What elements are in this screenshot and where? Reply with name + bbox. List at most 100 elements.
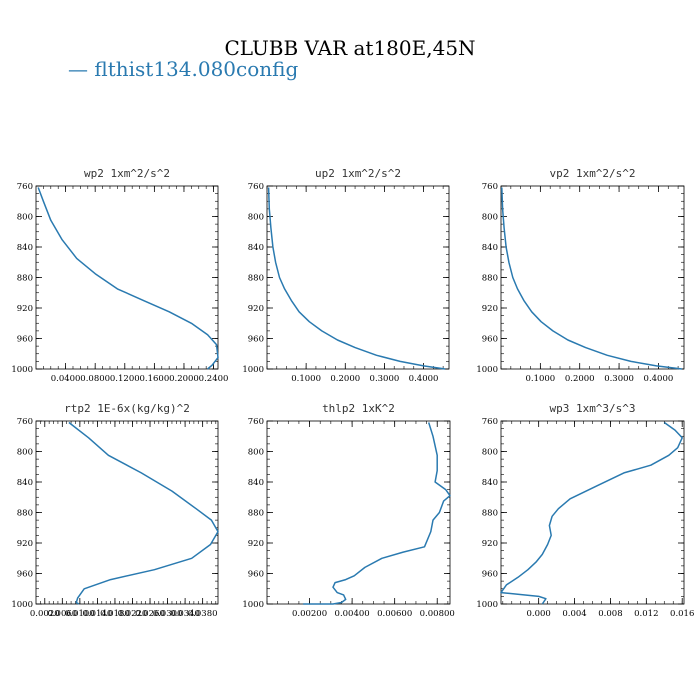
y-tick-label: 960 [248,335,264,345]
y-tick-label: 920 [482,304,498,314]
y-tick-label: 920 [248,539,264,549]
x-tick-label: 0.008 [598,609,622,619]
y-tick-label: 880 [248,509,264,519]
y-tick-label: 800 [248,213,264,223]
panel-title: thlp2 1xK^2 [322,402,395,415]
y-tick-label: 760 [248,417,264,427]
x-tick-label: 0.00600 [377,609,412,619]
y-tick-label: 1000 [242,600,264,610]
y-tick-label: 880 [248,274,264,284]
x-tick-label: 0.0260 [135,609,165,619]
y-tick-label: 760 [17,417,33,427]
x-tick-label: 0.0220 [118,609,148,619]
legend-entry: — flthist134.080config [68,57,298,81]
y-tick-label: 1000 [11,600,33,610]
y-tick-label: 880 [482,509,498,519]
x-tick-label: 0.00200 [292,609,327,619]
plot-frame [35,185,219,370]
panel-6: wp3 1xm^3/s^3 760 800 840 880 920 960 1000 0.000… [476,402,694,619]
x-tick-label: 0.0100 [65,609,95,619]
y-tick-label: 800 [482,448,498,458]
x-tick-label: 0.1000 [291,374,321,384]
x-tick-label: 0.4000 [644,374,674,384]
x-tick-label: 0.004 [562,609,586,619]
panel-title: wp2 1xm^2/s^2 [84,167,170,180]
x-tick-label: 0.0180 [100,609,130,619]
panel-2: up2 1xm^2/s^2 760 800 840 880 920 960 1000 0.100… [242,167,450,384]
plot-frame [266,420,451,605]
y-tick-label: 1000 [242,365,264,375]
x-tick-label: 0.2000 [330,374,360,384]
x-tick-label: 0.0380 [188,609,218,619]
x-tick-label: 0.1600 [139,374,169,384]
plot-frame [266,185,450,370]
y-tick-label: 760 [482,417,498,427]
x-tick-label: 0.2000 [169,374,199,384]
figure-title: CLUBB VAR at180E,45N [224,36,476,60]
panel-5: thlp2 1xK^2 760 800 840 880 920 960 1000 0.00200… [242,402,454,619]
y-tick-label: 760 [17,182,33,192]
y-tick-label: 1000 [476,600,498,610]
y-tick-label: 880 [17,509,33,519]
y-tick-label: 920 [17,539,33,549]
x-tick-label: 0.2000 [565,374,595,384]
y-tick-label: 800 [17,448,33,458]
panel-title: up2 1xm^2/s^2 [315,167,401,180]
series-line [68,421,219,605]
plot-frame [500,420,685,605]
y-tick-label: 920 [17,304,33,314]
y-tick-label: 960 [482,335,498,345]
series-line [500,421,683,605]
y-tick-label: 960 [17,570,33,580]
x-tick-label: 0.016 [670,609,694,619]
y-tick-label: 840 [482,478,498,488]
y-tick-label: 1000 [476,365,498,375]
series-line [501,187,683,370]
series-line [37,187,219,370]
y-tick-label: 920 [248,304,264,314]
y-tick-label: 960 [482,570,498,580]
y-tick-label: 920 [482,539,498,549]
series-line [303,422,451,605]
y-tick-label: 760 [248,182,264,192]
legend-label: — flthist134.080config [68,57,299,81]
x-tick-label: 0.0800 [80,374,110,384]
panel-title: rtp2 1E-6x(kg/kg)^2 [64,402,190,415]
x-tick-label: 0.1200 [110,374,140,384]
y-tick-label: 800 [248,448,264,458]
panel-1: wp2 1xm^2/s^2 760 800 840 880 920 960 1000 0.040… [11,167,228,384]
x-tick-label: 0.00800 [420,609,455,619]
x-tick-label: 0.0400 [51,374,81,384]
series-line [267,187,446,370]
y-tick-label: 840 [17,243,33,253]
x-tick-label: 0.0140 [83,609,113,619]
y-tick-label: 840 [17,478,33,488]
y-tick-label: 960 [17,335,33,345]
x-tick-label: 0.0300 [153,609,183,619]
x-tick-label: 0.0340 [170,609,200,619]
panel-4: rtp2 1E-6x(kg/kg)^2 760 800 840 880 920 960 100… [11,402,219,619]
y-tick-label: 1000 [11,365,33,375]
x-tick-label: 0.4000 [409,374,439,384]
x-tick-label: 0.1000 [525,374,555,384]
y-tick-label: 880 [17,274,33,284]
y-tick-label: 840 [248,478,264,488]
x-tick-label: 0.0020 [30,609,60,619]
y-tick-label: 840 [248,243,264,253]
x-tick-label: 0.2400 [199,374,229,384]
y-tick-label: 960 [248,570,264,580]
panel-title: wp3 1xm^3/s^3 [549,402,635,415]
x-tick-label: 0.3000 [370,374,400,384]
y-tick-label: 880 [482,274,498,284]
x-tick-label: 0.012 [634,609,658,619]
panel-3: vp2 1xm^2/s^2 760 800 840 880 920 960 1000 0.100… [476,167,685,384]
x-tick-label: 0.3000 [604,374,634,384]
x-tick-label: 0.000 [527,609,551,619]
y-tick-label: 840 [482,243,498,253]
panel-title: vp2 1xm^2/s^2 [549,167,635,180]
y-tick-label: 800 [17,213,33,223]
y-tick-label: 800 [482,213,498,223]
y-tick-label: 760 [482,182,498,192]
x-tick-label: 0.00400 [335,609,370,619]
